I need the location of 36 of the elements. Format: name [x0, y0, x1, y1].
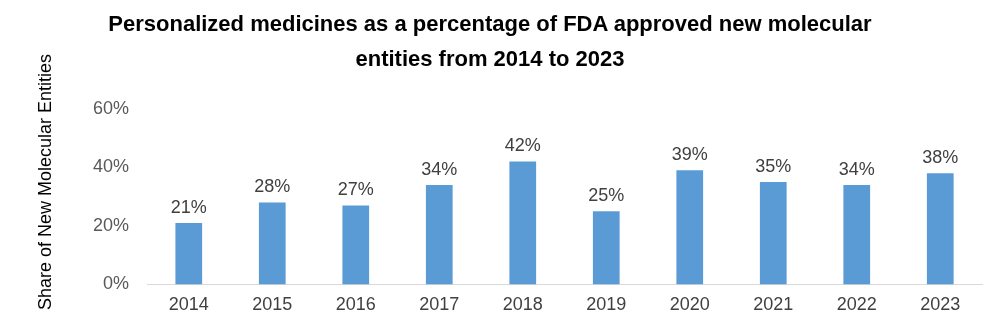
y-tick-label: 60%	[93, 97, 130, 118]
bar	[425, 184, 453, 285]
bar	[843, 184, 871, 285]
x-tick-label: 2020	[669, 294, 710, 315]
y-tick-label: 40%	[93, 156, 130, 177]
x-tick-label: 2019	[586, 294, 627, 315]
x-tick-label: 2014	[168, 294, 209, 315]
bar	[175, 222, 203, 285]
y-axis-title: Share of New Molecular Entities	[34, 52, 56, 312]
y-tick-label: 20%	[93, 214, 130, 235]
x-tick-label: 2023	[920, 294, 961, 315]
bar	[676, 170, 704, 285]
data-label: 27%	[337, 179, 374, 200]
data-label: 35%	[755, 155, 792, 176]
data-label: 38%	[922, 147, 959, 168]
x-tick-label: 2022	[836, 294, 877, 315]
bar	[926, 173, 954, 285]
y-tick-label: 0%	[103, 273, 130, 294]
data-label: 25%	[588, 185, 625, 206]
x-tick-label: 2021	[753, 294, 794, 315]
bar	[509, 161, 537, 285]
x-tick-label: 2017	[419, 294, 460, 315]
bar	[592, 211, 620, 285]
data-label: 42%	[504, 135, 541, 156]
x-tick-label: 2018	[502, 294, 543, 315]
data-label: 28%	[254, 176, 291, 197]
data-label: 39%	[671, 144, 708, 165]
data-label: 34%	[838, 158, 875, 179]
data-label: 21%	[170, 196, 207, 217]
bar	[342, 205, 370, 285]
bar	[258, 202, 286, 285]
bar	[759, 181, 787, 285]
x-tick-label: 2015	[252, 294, 293, 315]
data-label: 34%	[421, 158, 458, 179]
chart-title: Personalized medicines as a percentage of FDA approved new molecular entities from 2014 to 2023	[107, 10, 873, 73]
x-tick-label: 2016	[335, 294, 376, 315]
